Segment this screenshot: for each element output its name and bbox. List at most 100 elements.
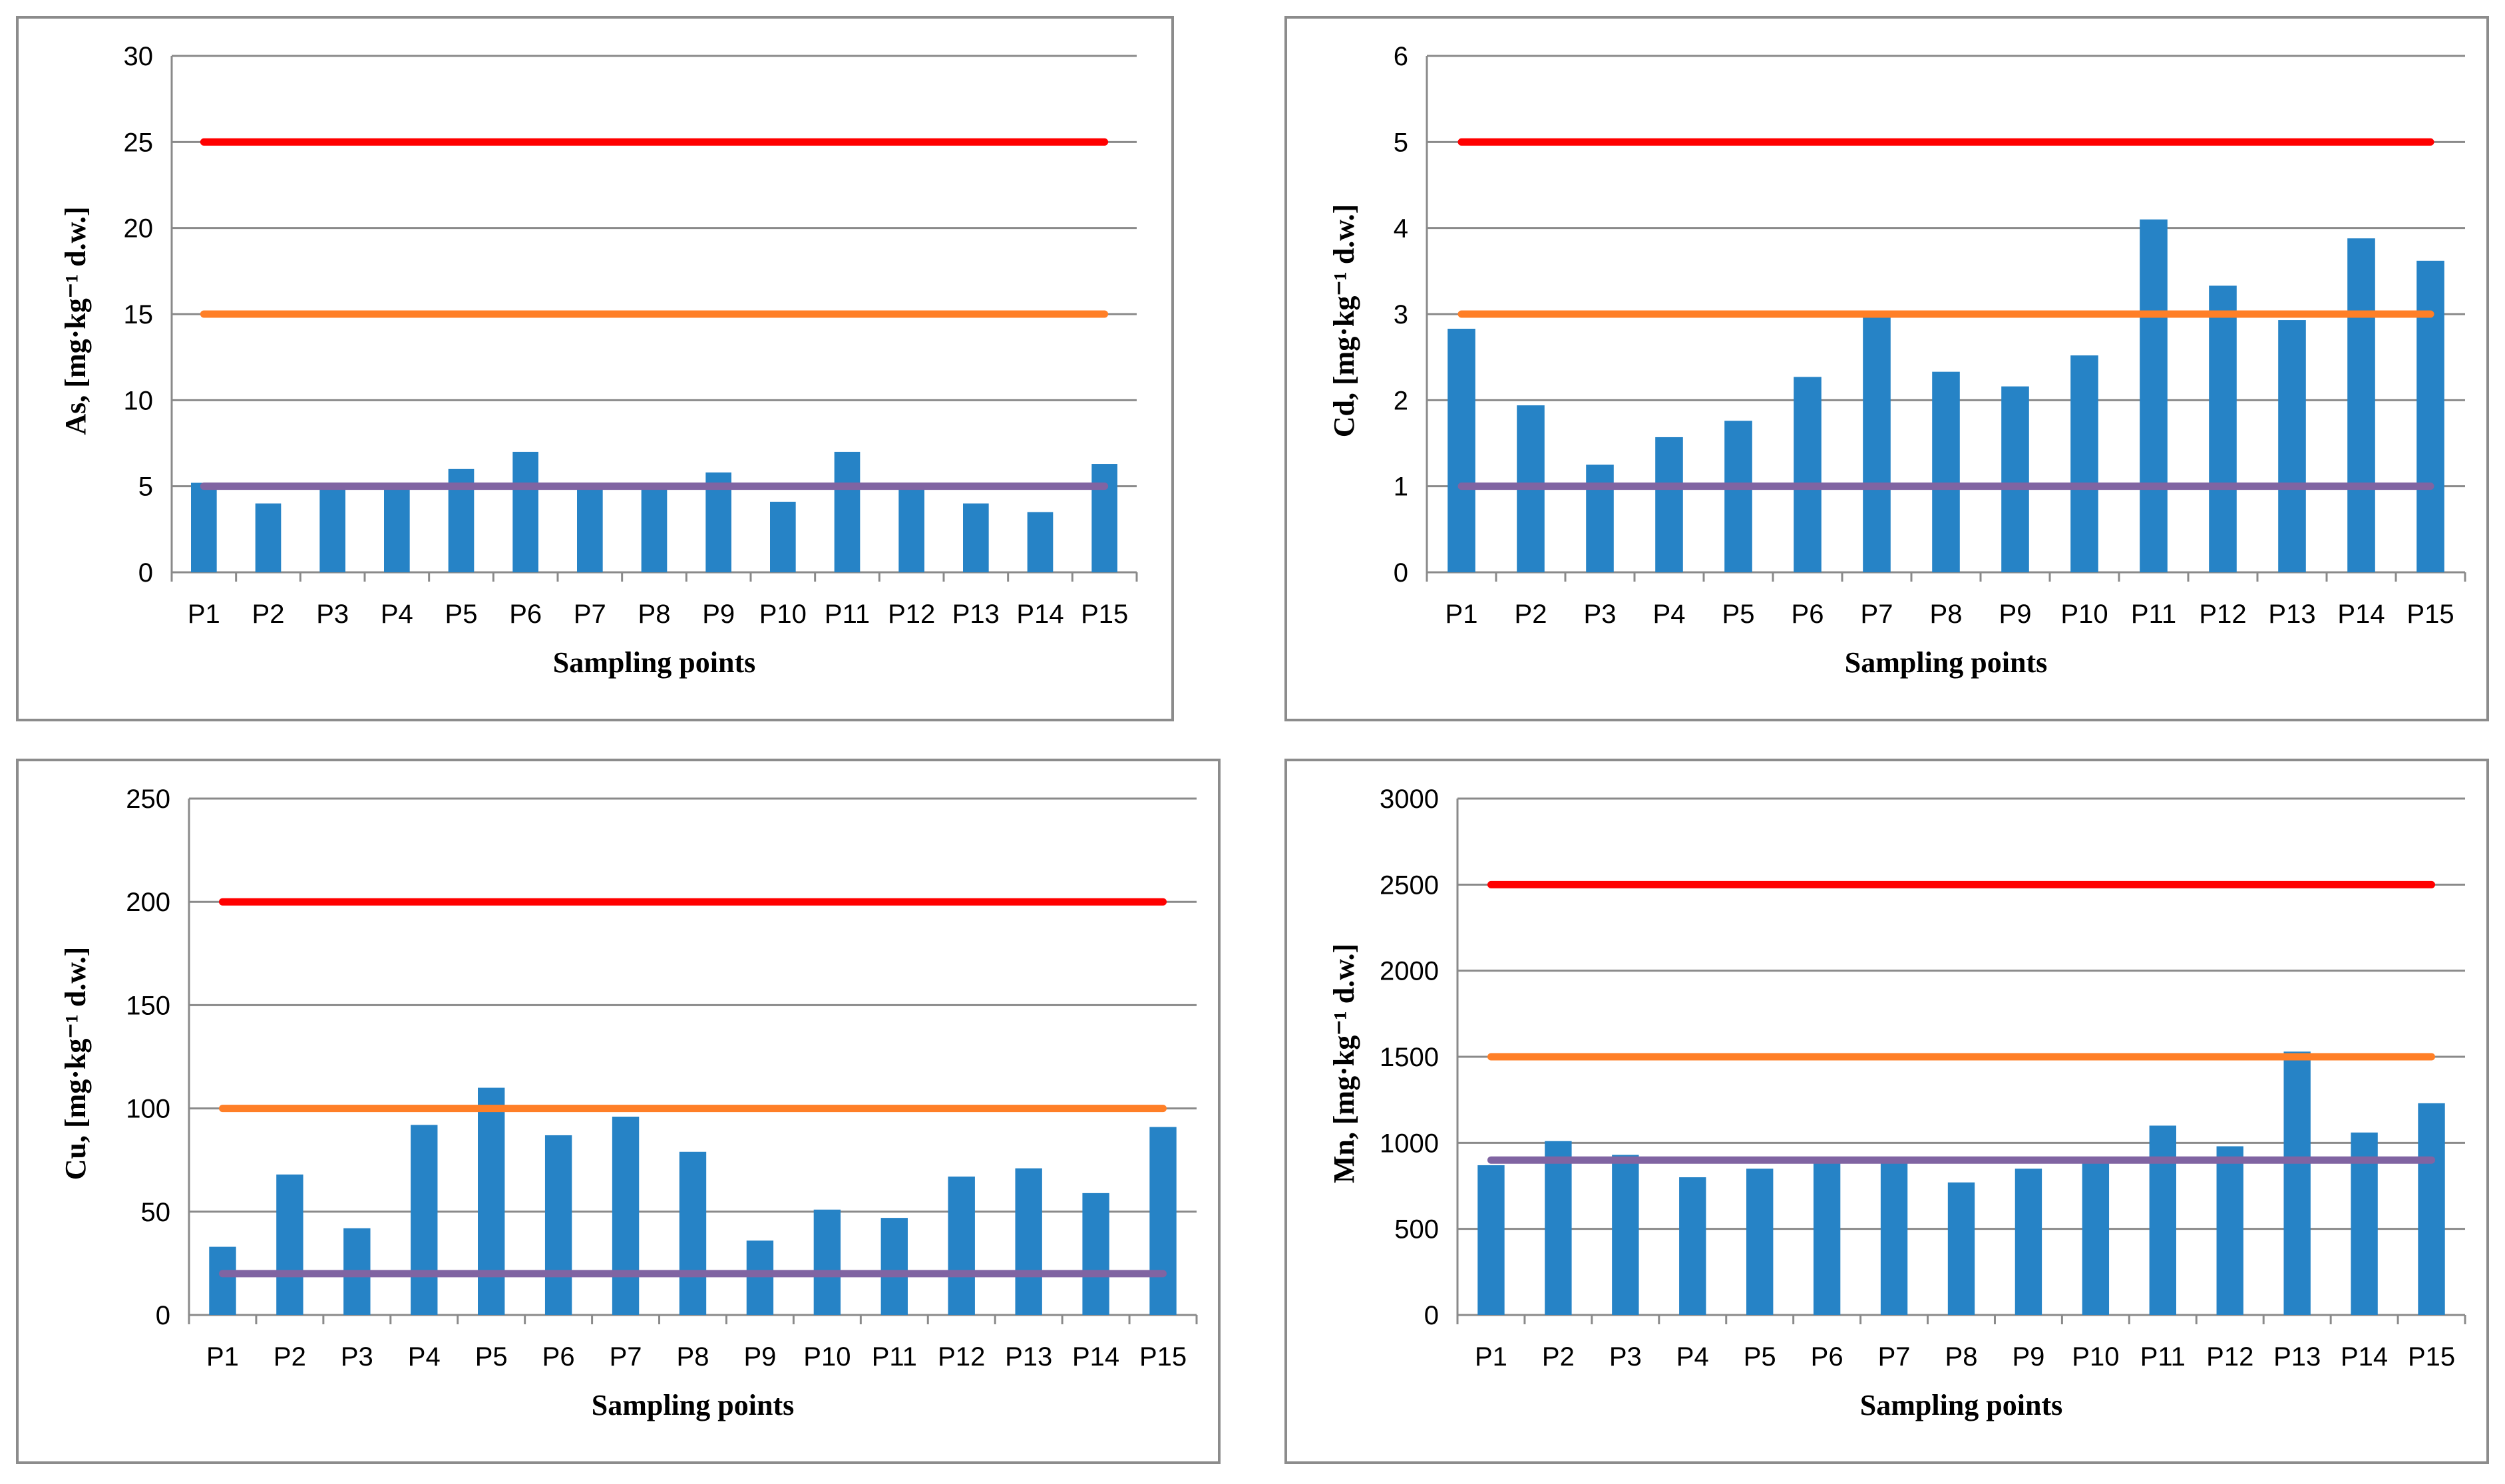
x-tick-label: P14	[1016, 600, 1063, 629]
bar-p10	[770, 501, 796, 572]
x-tick-label: P8	[677, 1342, 709, 1372]
x-tick-label: P3	[316, 600, 349, 629]
y-tick-label: 0	[1424, 1301, 1439, 1330]
bar-p11	[2140, 219, 2168, 572]
x-tick-label: P2	[1515, 600, 1547, 629]
chart-panel-cd: 0 1 2 3 4 5 6 P1 P2 P3 P4 P5 P6 P7 P8 P9 P10 P11 P12 P13 P14…	[1284, 16, 2489, 721]
x-tick-label: P3	[1584, 600, 1617, 629]
chart-panel-cu: 0 50 100 150 200 250 P1 P2 P3 P4 P5 P6 P7 P8 P9 P10 P11 P…	[16, 759, 1221, 1464]
bar-p13	[2283, 1051, 2311, 1315]
x-tick-label: P6	[509, 600, 542, 629]
bar-p8	[1932, 371, 1960, 572]
x-tick-label: P11	[825, 600, 870, 629]
y-tick-label: 20	[124, 214, 154, 244]
x-tick-label: P10	[803, 1342, 851, 1372]
y-tick-label: 6	[1394, 42, 1408, 71]
bar-p8	[1947, 1182, 1975, 1315]
x-tick-label: P9	[2012, 1342, 2044, 1372]
x-tick-label: P10	[2060, 600, 2108, 629]
bar-p10	[813, 1209, 841, 1315]
x-axis-title: Sampling points	[1860, 1389, 2062, 1421]
chart-panel-mn: 0 500 1000 1500 2000 2500 3000 P1 P2 P3 P4 P5 P6 P7 P8…	[1284, 759, 2489, 1464]
x-tick-label: P11	[2140, 1342, 2186, 1372]
x-tick-label: P5	[1722, 600, 1755, 629]
y-tick-label: 5	[1394, 128, 1408, 157]
x-axis-title: Sampling points	[553, 646, 755, 679]
x-axis-title: Sampling points	[592, 1389, 794, 1421]
bar-p3	[1586, 464, 1614, 572]
y-tick-label: 2	[1394, 386, 1408, 415]
bar-p11	[2149, 1125, 2176, 1315]
y-tick-label: 3000	[1380, 785, 1439, 814]
x-tick-label: P1	[1475, 1342, 1507, 1372]
bar-p12	[948, 1177, 975, 1315]
x-tick-label: P7	[574, 600, 606, 629]
y-tick-label: 2000	[1380, 957, 1439, 986]
bar-p5	[478, 1087, 505, 1315]
bar-p9	[2001, 386, 2029, 572]
bar-p3	[319, 486, 345, 572]
bar-p6	[1794, 377, 1822, 572]
chart-svg-cu: 0 50 100 150 200 250 P1 P2 P3 P4 P5 P6 P7 P8 P9 P10 P11 P…	[59, 785, 1198, 1421]
y-tick-label: 2500	[1380, 870, 1439, 900]
y-tick-label: 1	[1394, 472, 1408, 502]
bar-p9	[746, 1240, 774, 1315]
bar-p2	[1545, 1141, 1572, 1315]
bar-p12	[898, 486, 924, 572]
x-tick-label: P14	[2337, 600, 2385, 629]
bar-p8	[641, 486, 668, 572]
chart-svg-cd: 0 1 2 3 4 5 6 P1 P2 P3 P4 P5 P6 P7 P8 P9 P10 P11 P12 P13 P14…	[1328, 42, 2466, 679]
y-tick-label: 10	[124, 386, 154, 415]
y-tick-label: 100	[126, 1095, 170, 1124]
bar-p10	[2070, 355, 2098, 572]
x-tick-label: P5	[445, 600, 478, 629]
y-tick-label: 0	[156, 1301, 170, 1330]
x-tick-label: P6	[542, 1342, 575, 1372]
x-tick-label: P2	[252, 600, 285, 629]
y-tick-label: 200	[126, 888, 170, 917]
y-tick-label: 1000	[1380, 1129, 1439, 1158]
bar-p1	[1477, 1165, 1505, 1315]
x-tick-label: P7	[1878, 1342, 1911, 1372]
x-tick-label: P2	[1542, 1342, 1575, 1372]
bar-p15	[2418, 1103, 2445, 1315]
x-tick-label: P13	[1005, 1342, 1052, 1372]
x-tick-label: P2	[274, 1342, 306, 1372]
y-axis-title: Cd, [mg·kg⁻¹ d.w.]	[1328, 204, 1360, 438]
y-axis-title: Cu, [mg·kg⁻¹ d.w.]	[59, 947, 92, 1181]
x-tick-label: P13	[2273, 1342, 2321, 1372]
x-tick-label: P3	[341, 1342, 373, 1372]
x-tick-label: P5	[1744, 1342, 1776, 1372]
bar-p6	[1813, 1160, 1841, 1315]
y-axis-title: As, [mg·kg⁻¹ d.w.]	[59, 206, 92, 435]
bar-p1	[1447, 328, 1475, 572]
x-tick-label: P10	[2072, 1342, 2119, 1372]
y-tick-label: 150	[126, 991, 170, 1020]
x-axis-title: Sampling points	[1845, 646, 2047, 679]
y-tick-label: 4	[1394, 214, 1408, 244]
x-tick-label: P8	[638, 600, 671, 629]
bar-p3	[1612, 1155, 1639, 1315]
x-tick-label: P7	[1861, 600, 1893, 629]
bar-p14	[1027, 512, 1054, 572]
chart-svg-as: 0 5 10 15 20 25 30 P1 P2 P3 P4 P5 P6 P7 P8 P9 P10 P11 P12 P…	[59, 42, 1138, 679]
x-tick-label: P1	[188, 600, 220, 629]
bar-p11	[880, 1218, 908, 1315]
y-tick-label: 0	[1394, 558, 1408, 588]
y-tick-label: 3	[1394, 300, 1408, 329]
x-tick-label: P12	[2199, 600, 2246, 629]
x-tick-label: P6	[1811, 1342, 1843, 1372]
y-tick-label: 1500	[1380, 1043, 1439, 1072]
x-tick-label: P8	[1930, 600, 1963, 629]
x-tick-label: P13	[2268, 600, 2315, 629]
x-tick-label: P4	[1653, 600, 1686, 629]
x-tick-label: P15	[2407, 600, 2454, 629]
bar-p15	[1149, 1127, 1177, 1315]
chart-panel-as: 0 5 10 15 20 25 30 P1 P2 P3 P4 P5 P6 P7 P8 P9 P10 P11 P12 P…	[16, 16, 1174, 721]
x-tick-label: P1	[206, 1342, 239, 1372]
bar-p15	[2416, 260, 2444, 572]
y-tick-label: 0	[138, 558, 153, 588]
chart-svg-mn: 0 500 1000 1500 2000 2500 3000 P1 P2 P3 P4 P5 P6 P7 P8…	[1328, 785, 2466, 1421]
y-tick-label: 5	[138, 472, 153, 502]
bar-p9	[2015, 1169, 2042, 1315]
